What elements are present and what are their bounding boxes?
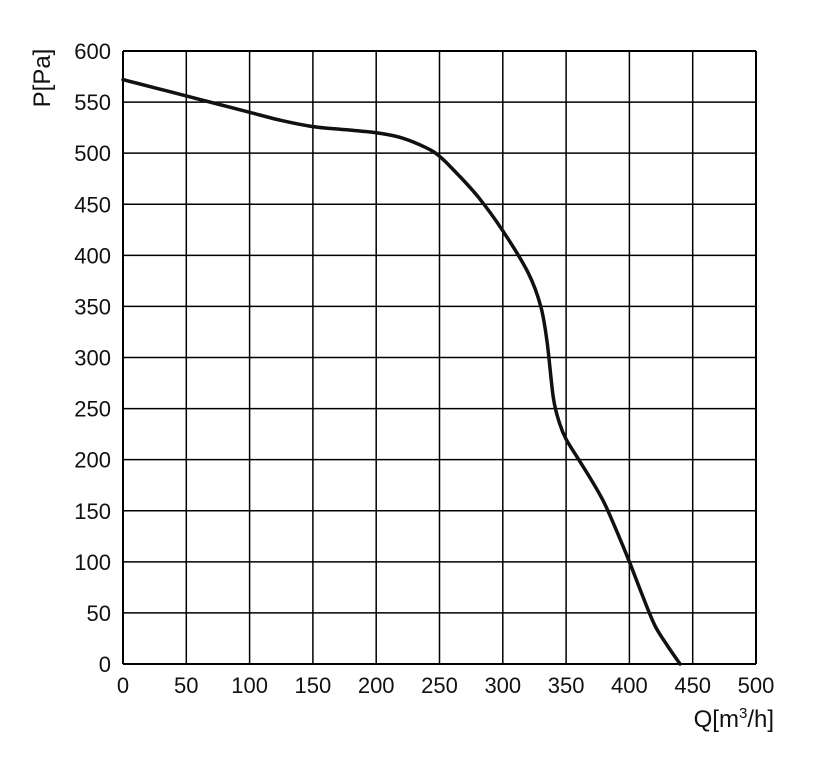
y-tick-label: 550 <box>74 90 111 115</box>
x-tick-label: 350 <box>548 673 585 698</box>
y-tick-label: 0 <box>99 652 111 677</box>
y-tick-label: 500 <box>74 141 111 166</box>
y-axis-label: P[Pa] <box>29 49 56 108</box>
y-tick-label: 300 <box>74 346 111 371</box>
x-tick-label: 250 <box>421 673 458 698</box>
y-tick-label: 100 <box>74 550 111 575</box>
x-tick-label: 0 <box>117 673 129 698</box>
y-tick-label: 50 <box>87 601 111 626</box>
y-tick-label: 400 <box>74 243 111 268</box>
y-tick-label: 250 <box>74 397 111 422</box>
x-tick-label: 400 <box>611 673 648 698</box>
y-tick-label: 200 <box>74 448 111 473</box>
x-tick-label: 300 <box>484 673 521 698</box>
x-tick-label: 450 <box>674 673 711 698</box>
x-axis-label: Q[m3/h] <box>694 705 774 733</box>
x-tick-label: 200 <box>358 673 395 698</box>
y-tick-labels: 0 50 100 150 200 250 300 350 400 450 500 550 600 <box>74 39 111 677</box>
x-axis-label-superscript: 3 <box>739 705 747 722</box>
y-tick-label: 600 <box>74 39 111 64</box>
x-tick-label: 100 <box>231 673 268 698</box>
x-tick-label: 500 <box>738 673 775 698</box>
x-axis-label-tail: /h] <box>747 706 774 733</box>
x-axis-label-main: Q[m <box>694 706 739 733</box>
pressure-flow-curve <box>121 77 682 666</box>
x-tick-label: 150 <box>295 673 332 698</box>
x-tick-label: 50 <box>174 673 198 698</box>
y-tick-label: 450 <box>74 192 111 217</box>
grid-lines <box>122 50 757 665</box>
y-tick-label: 350 <box>74 294 111 319</box>
y-tick-label: 150 <box>74 499 111 524</box>
x-tick-labels: 0 50 100 150 200 250 300 350 400 450 500 <box>117 673 774 698</box>
